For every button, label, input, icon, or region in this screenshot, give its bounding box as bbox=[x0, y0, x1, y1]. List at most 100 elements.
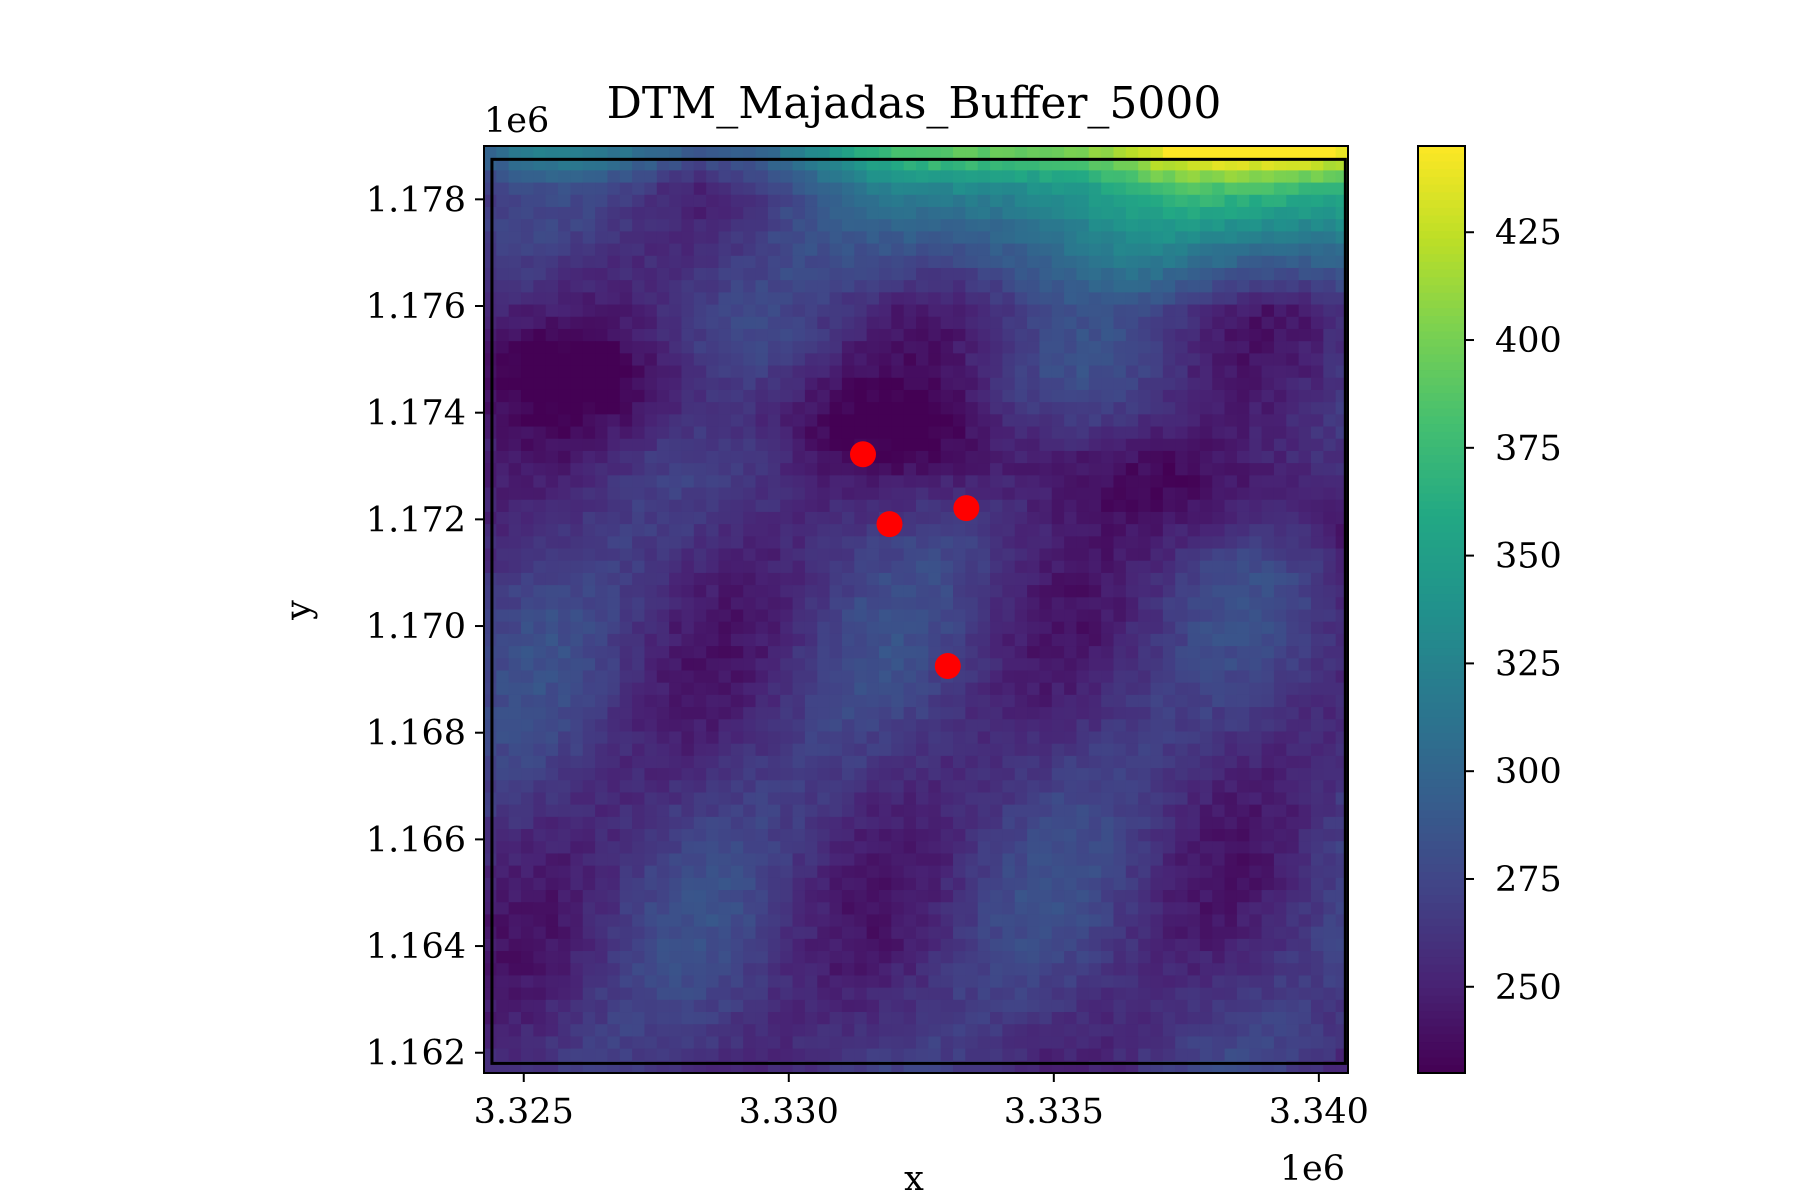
raster-cell bbox=[829, 890, 843, 903]
raster-cell bbox=[632, 719, 646, 733]
raster-cell bbox=[767, 694, 781, 708]
raster-cell bbox=[1212, 304, 1226, 318]
raster-cell bbox=[1224, 597, 1238, 611]
raster-cell bbox=[1261, 865, 1275, 879]
raster-cell bbox=[582, 902, 596, 916]
raster-cell bbox=[545, 365, 559, 379]
raster-cell bbox=[1273, 487, 1287, 501]
raster-cell bbox=[903, 328, 917, 342]
raster-cell bbox=[545, 682, 559, 696]
raster-cell bbox=[743, 292, 757, 306]
raster-cell bbox=[1014, 768, 1028, 781]
raster-cell bbox=[1224, 560, 1238, 574]
raster-cell bbox=[545, 353, 559, 367]
raster-cell bbox=[1064, 719, 1078, 733]
raster-cell bbox=[1273, 755, 1287, 769]
raster-cell bbox=[829, 365, 843, 379]
raster-cell bbox=[1162, 987, 1176, 1001]
raster-cell bbox=[891, 499, 905, 513]
raster-cell bbox=[1298, 963, 1312, 977]
raster-cell bbox=[878, 768, 892, 781]
raster-cell bbox=[1212, 524, 1226, 537]
raster-cell bbox=[1064, 548, 1078, 562]
raster-cell bbox=[829, 206, 843, 220]
raster-cell bbox=[1051, 536, 1065, 550]
raster-cell bbox=[693, 206, 707, 220]
raster-cell bbox=[508, 926, 522, 940]
raster-cell bbox=[977, 463, 991, 476]
raster-cell bbox=[644, 585, 658, 598]
raster-cell bbox=[767, 511, 781, 525]
raster-cell bbox=[829, 621, 843, 635]
raster-cell bbox=[903, 902, 917, 916]
raster-cell bbox=[706, 719, 720, 733]
raster-cell bbox=[632, 755, 646, 769]
raster-cell bbox=[854, 646, 868, 659]
raster-cell bbox=[1298, 243, 1312, 257]
raster-cell bbox=[496, 243, 510, 257]
raster-cell bbox=[1261, 231, 1275, 245]
raster-cell bbox=[1286, 621, 1300, 635]
raster-cell bbox=[1088, 377, 1102, 391]
raster-cell bbox=[878, 194, 892, 208]
raster-cell bbox=[1236, 438, 1250, 452]
raster-cell bbox=[940, 158, 954, 171]
raster-cell bbox=[1051, 853, 1065, 867]
raster-cell bbox=[558, 829, 571, 842]
raster-cell bbox=[632, 402, 646, 415]
raster-cell bbox=[1051, 499, 1065, 513]
raster-cell bbox=[1273, 280, 1287, 293]
raster-cell bbox=[990, 987, 1003, 1001]
raster-cell bbox=[1286, 524, 1300, 537]
raster-cell bbox=[1027, 951, 1041, 964]
raster-cell bbox=[1039, 572, 1053, 586]
raster-cell bbox=[1286, 511, 1300, 525]
raster-cell bbox=[1064, 292, 1078, 306]
raster-cell bbox=[829, 926, 843, 940]
raster-cell bbox=[693, 511, 707, 525]
raster-cell bbox=[990, 280, 1003, 293]
raster-cell bbox=[730, 780, 744, 794]
raster-cell bbox=[977, 206, 991, 220]
raster-cell bbox=[977, 182, 991, 196]
raster-cell bbox=[693, 572, 707, 586]
raster-cell bbox=[706, 938, 720, 952]
raster-cell bbox=[1101, 853, 1115, 867]
raster-cell bbox=[545, 597, 559, 611]
raster-cell bbox=[755, 463, 769, 476]
raster-cell bbox=[669, 560, 683, 574]
raster-cell bbox=[1125, 694, 1139, 708]
raster-cell bbox=[903, 841, 917, 855]
raster-cell bbox=[1162, 963, 1176, 977]
raster-cell bbox=[1088, 597, 1102, 611]
raster-cell bbox=[866, 524, 880, 537]
raster-cell bbox=[521, 987, 534, 1001]
raster-cell bbox=[1113, 865, 1127, 879]
raster-cell bbox=[755, 377, 769, 391]
raster-cell bbox=[1014, 316, 1028, 330]
raster-cell bbox=[595, 316, 609, 330]
raster-cell bbox=[1039, 597, 1053, 611]
raster-cell bbox=[619, 414, 633, 428]
raster-cell bbox=[644, 231, 658, 245]
raster-cell bbox=[1224, 243, 1238, 257]
raster-cell bbox=[730, 707, 744, 720]
raster-cell bbox=[1014, 865, 1028, 879]
raster-cell bbox=[940, 328, 954, 342]
raster-cell bbox=[1323, 621, 1337, 635]
raster-cell bbox=[533, 536, 547, 550]
raster-cell bbox=[854, 560, 868, 574]
raster-cell bbox=[878, 231, 892, 245]
raster-cell bbox=[780, 194, 794, 208]
raster-cell bbox=[681, 816, 695, 830]
raster-cell bbox=[1138, 316, 1152, 330]
raster-cell bbox=[730, 365, 744, 379]
raster-cell bbox=[1273, 536, 1287, 550]
raster-cell bbox=[940, 231, 954, 245]
raster-cell bbox=[841, 853, 855, 867]
raster-cell bbox=[1027, 316, 1041, 330]
raster-cell bbox=[1199, 877, 1213, 891]
raster-cell bbox=[767, 316, 781, 330]
raster-cell bbox=[669, 524, 683, 537]
raster-cell bbox=[1224, 438, 1238, 452]
